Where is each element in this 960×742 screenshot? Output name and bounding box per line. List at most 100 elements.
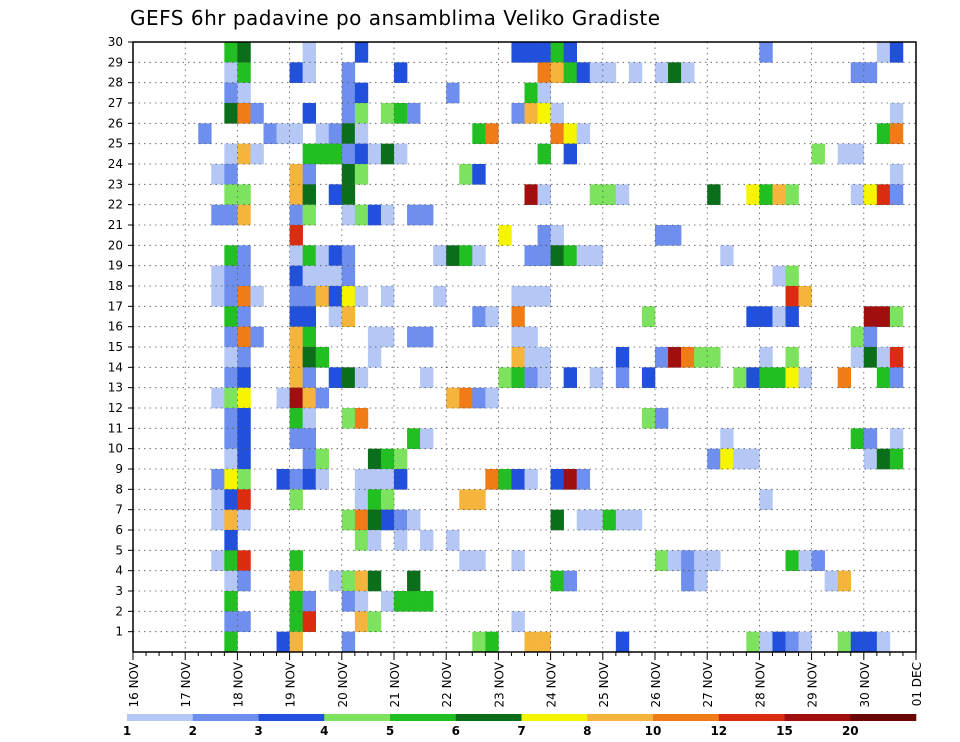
heatmap-cell	[237, 550, 251, 571]
heatmap-cell	[367, 530, 382, 551]
colorbar-label: 3	[254, 724, 262, 738]
heatmap-cell	[341, 367, 356, 388]
y-tick-label: 14	[108, 360, 123, 374]
x-tick-label: 18 NOV	[231, 661, 245, 707]
heatmap-cell	[250, 326, 264, 348]
heatmap-cell	[550, 245, 564, 266]
heatmap-cell	[537, 143, 551, 165]
heatmap-cell	[354, 164, 369, 185]
heatmap-cell	[211, 469, 225, 490]
heatmap-cell	[759, 489, 773, 510]
heatmap-cell	[811, 143, 825, 165]
heatmap-cell	[407, 509, 421, 531]
heatmap-cell	[302, 42, 316, 63]
heatmap-cells	[198, 42, 904, 653]
heatmap-cell	[772, 184, 786, 205]
colorbar-label: 20	[842, 724, 859, 738]
heatmap-cell	[224, 347, 238, 368]
heatmap-cell	[367, 204, 382, 226]
heatmap-cell	[889, 184, 904, 205]
heatmap-cell	[289, 286, 303, 307]
heatmap-cell	[328, 286, 343, 307]
heatmap-cell	[276, 469, 290, 490]
heatmap-cell	[289, 204, 303, 226]
heatmap-cell	[302, 611, 316, 632]
x-tick-label: 29 NOV	[806, 661, 820, 707]
heatmap-cell	[302, 306, 316, 327]
heatmap-cell	[237, 42, 251, 63]
heatmap-cell	[876, 631, 891, 653]
heatmap-cell	[511, 306, 525, 327]
heatmap-cell	[537, 82, 551, 104]
heatmap-cell	[367, 570, 382, 592]
heatmap-cell	[472, 306, 486, 327]
heatmap-cell	[524, 82, 538, 104]
heatmap-cell	[550, 123, 564, 144]
heatmap-cell	[615, 184, 630, 205]
colorbar-label: 4	[320, 724, 328, 738]
heatmap-cell	[380, 204, 395, 226]
heatmap-cell	[289, 123, 303, 144]
heatmap-cell	[289, 367, 303, 388]
heatmap-cell	[289, 326, 303, 348]
heatmap-cell	[446, 82, 460, 104]
heatmap-cell	[224, 611, 238, 632]
heatmap-cell	[511, 103, 525, 124]
x-tick-label: 24 NOV	[545, 661, 559, 707]
heatmap-cell	[237, 469, 251, 490]
heatmap-cell	[224, 550, 238, 571]
heatmap-cell	[511, 347, 525, 368]
heatmap-cell	[354, 82, 369, 104]
heatmap-cell	[341, 62, 356, 83]
heatmap-cell	[433, 245, 447, 266]
heatmap-cell	[785, 367, 799, 388]
heatmap-cell	[302, 164, 316, 185]
heatmap-cell	[237, 489, 251, 510]
heatmap-cell	[237, 286, 251, 307]
heatmap-cell	[837, 143, 852, 165]
heatmap-cell	[224, 387, 238, 409]
heatmap-cell	[407, 103, 421, 124]
heatmap-cell	[407, 591, 421, 612]
heatmap-cell	[511, 611, 525, 632]
heatmap-cell	[224, 245, 238, 266]
heatmap-cell	[224, 428, 238, 449]
y-tick-label: 15	[108, 340, 123, 354]
heatmap-cell	[811, 550, 825, 571]
heatmap-cell	[276, 123, 290, 144]
x-tick-label: 28 NOV	[753, 661, 767, 707]
heatmap-cell	[211, 286, 225, 307]
heatmap-cell	[420, 591, 434, 612]
heatmap-cell	[367, 347, 382, 368]
y-tick-label: 2	[115, 604, 123, 618]
heatmap-cell	[524, 286, 538, 307]
heatmap-cell	[237, 428, 251, 449]
y-tick-label: 24	[108, 157, 123, 171]
heatmap-cell	[511, 469, 525, 490]
heatmap-cell	[668, 550, 682, 571]
heatmap-cell	[511, 42, 525, 63]
heatmap-cell	[224, 143, 238, 165]
heatmap-cell	[407, 204, 421, 226]
heatmap-cell	[341, 143, 356, 165]
heatmap-cell	[563, 143, 577, 165]
heatmap-cell	[459, 164, 473, 185]
heatmap-cell	[524, 631, 538, 653]
heatmap-cell	[237, 82, 251, 104]
heatmap-cell	[550, 225, 564, 246]
y-tick-label: 18	[108, 279, 123, 293]
y-tick-label: 28	[108, 76, 123, 90]
heatmap-cell	[341, 204, 356, 226]
heatmap-cell	[863, 347, 878, 368]
heatmap-cell	[394, 530, 408, 551]
heatmap-cell	[759, 42, 773, 63]
heatmap-cell	[863, 62, 878, 83]
heatmap-cell	[224, 326, 238, 348]
heatmap-cell	[772, 367, 786, 388]
heatmap-cell	[655, 550, 669, 571]
heatmap-cell	[237, 509, 251, 531]
heatmap-cell	[850, 326, 865, 348]
heatmap-cell	[681, 62, 695, 83]
heatmap-cell	[341, 570, 356, 592]
heatmap-cell	[302, 428, 316, 449]
